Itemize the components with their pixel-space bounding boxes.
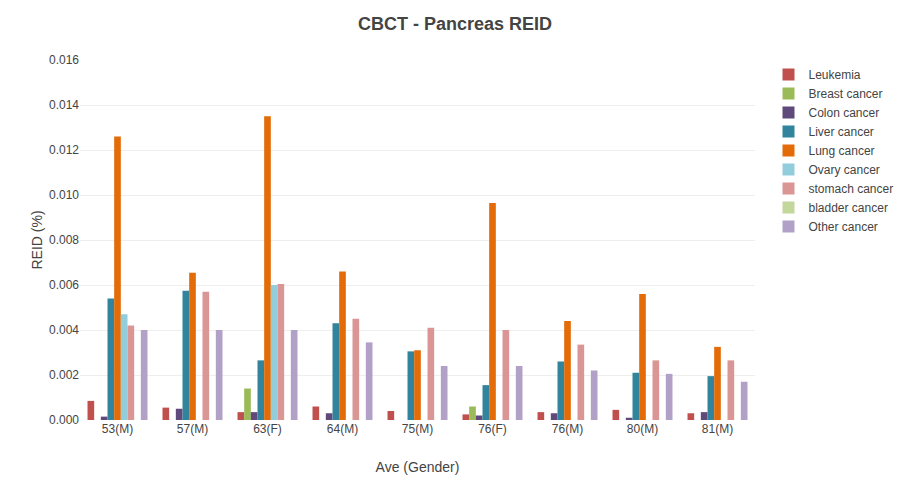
svg-text:Leukemia: Leukemia [809,68,861,82]
svg-text:81(M): 81(M) [702,422,733,436]
svg-text:Breast cancer: Breast cancer [809,87,883,101]
svg-text:Ovary cancer: Ovary cancer [809,163,880,177]
svg-text:80(M): 80(M) [627,422,658,436]
svg-text:76(M): 76(M) [552,422,583,436]
svg-text:53(M): 53(M) [102,422,133,436]
svg-text:0.004: 0.004 [49,323,79,337]
svg-text:63(F): 63(F) [253,422,282,436]
svg-text:Ave (Gender): Ave (Gender) [376,459,460,475]
svg-text:64(M): 64(M) [327,422,358,436]
svg-text:bladder cancer: bladder cancer [809,201,888,215]
svg-text:0.002: 0.002 [49,368,79,382]
svg-text:REID (%): REID (%) [29,210,45,269]
svg-text:Lung cancer: Lung cancer [809,144,875,158]
svg-text:0.014: 0.014 [49,98,79,112]
svg-text:57(M): 57(M) [177,422,208,436]
svg-text:75(M): 75(M) [402,422,433,436]
svg-text:0.008: 0.008 [49,233,79,247]
svg-text:Liver cancer: Liver cancer [809,125,874,139]
svg-text:Other cancer: Other cancer [809,220,878,234]
svg-text:76(F): 76(F) [478,422,507,436]
svg-text:0.010: 0.010 [49,188,79,202]
svg-text:CBCT - Pancreas REID: CBCT - Pancreas REID [358,14,552,34]
svg-text:stomach cancer: stomach cancer [809,182,894,196]
svg-text:0.006: 0.006 [49,278,79,292]
svg-text:0.016: 0.016 [49,53,79,67]
svg-text:Colon cancer: Colon cancer [809,106,880,120]
svg-text:0.012: 0.012 [49,143,79,157]
svg-text:0.000: 0.000 [49,413,79,427]
